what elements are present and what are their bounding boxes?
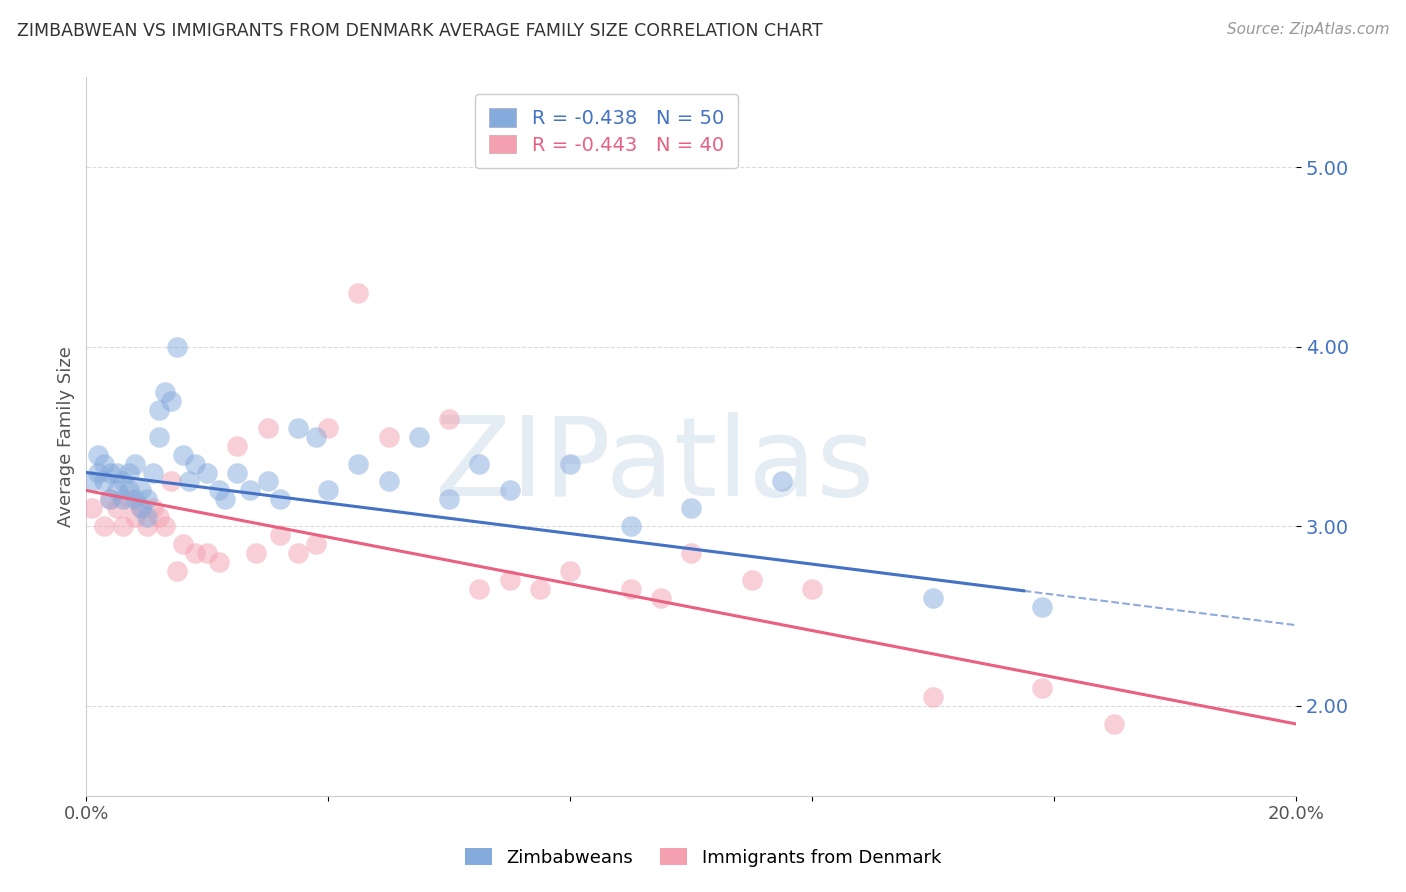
Point <box>177 475 200 489</box>
Point <box>437 492 460 507</box>
Point <box>269 528 291 542</box>
Point <box>347 285 370 300</box>
Point <box>437 411 460 425</box>
Point <box>681 501 703 516</box>
Point <box>347 457 370 471</box>
Point <box>226 439 249 453</box>
Point <box>184 457 207 471</box>
Point <box>166 564 188 578</box>
Point <box>269 492 291 507</box>
Point <box>117 466 139 480</box>
Point <box>558 564 581 578</box>
Point <box>558 457 581 471</box>
Legend: R = -0.438   N = 50, R = -0.443   N = 40: R = -0.438 N = 50, R = -0.443 N = 40 <box>475 95 738 169</box>
Point <box>681 546 703 560</box>
Point <box>770 475 793 489</box>
Point <box>184 546 207 560</box>
Point <box>148 402 170 417</box>
Point <box>195 466 218 480</box>
Text: ZIPatlas: ZIPatlas <box>436 412 875 519</box>
Point <box>408 429 430 443</box>
Point <box>1104 717 1126 731</box>
Point <box>166 340 188 354</box>
Point <box>316 420 339 434</box>
Point <box>498 574 520 588</box>
Point <box>82 501 104 516</box>
Point <box>135 519 157 533</box>
Point <box>100 466 122 480</box>
Point <box>377 429 399 443</box>
Text: ZIMBABWEAN VS IMMIGRANTS FROM DENMARK AVERAGE FAMILY SIZE CORRELATION CHART: ZIMBABWEAN VS IMMIGRANTS FROM DENMARK AV… <box>17 22 823 40</box>
Point <box>245 546 267 560</box>
Point <box>135 510 157 524</box>
Point <box>117 483 139 498</box>
Point <box>256 475 278 489</box>
Point <box>620 519 643 533</box>
Point <box>1031 681 1053 695</box>
Point <box>153 519 176 533</box>
Point <box>172 537 194 551</box>
Point <box>93 519 115 533</box>
Point <box>922 690 945 704</box>
Point <box>1031 600 1053 615</box>
Y-axis label: Average Family Size: Average Family Size <box>58 346 75 527</box>
Point <box>129 501 152 516</box>
Point <box>256 420 278 434</box>
Point <box>801 582 824 597</box>
Point <box>316 483 339 498</box>
Point <box>172 448 194 462</box>
Point <box>105 483 128 498</box>
Point <box>377 475 399 489</box>
Point <box>129 483 152 498</box>
Point <box>124 492 146 507</box>
Point <box>124 457 146 471</box>
Point <box>117 492 139 507</box>
Point <box>111 492 134 507</box>
Point <box>148 510 170 524</box>
Point <box>87 448 110 462</box>
Point <box>153 384 176 399</box>
Point <box>111 519 134 533</box>
Point <box>226 466 249 480</box>
Point <box>287 546 309 560</box>
Point <box>287 420 309 434</box>
Point <box>105 466 128 480</box>
Point <box>741 574 763 588</box>
Point <box>100 492 122 507</box>
Point <box>529 582 551 597</box>
Point <box>208 555 231 569</box>
Point <box>650 591 672 606</box>
Point <box>498 483 520 498</box>
Point <box>305 537 328 551</box>
Point <box>93 475 115 489</box>
Point <box>105 501 128 516</box>
Point <box>468 457 491 471</box>
Point <box>239 483 262 498</box>
Point <box>135 492 157 507</box>
Point <box>87 466 110 480</box>
Point <box>111 475 134 489</box>
Point <box>160 475 183 489</box>
Point <box>142 466 165 480</box>
Point <box>93 457 115 471</box>
Point <box>100 492 122 507</box>
Point <box>124 510 146 524</box>
Point <box>160 393 183 408</box>
Point <box>214 492 236 507</box>
Point <box>142 501 165 516</box>
Point <box>468 582 491 597</box>
Text: Source: ZipAtlas.com: Source: ZipAtlas.com <box>1226 22 1389 37</box>
Point <box>82 475 104 489</box>
Point <box>305 429 328 443</box>
Legend: Zimbabweans, Immigrants from Denmark: Zimbabweans, Immigrants from Denmark <box>457 841 949 874</box>
Point <box>129 501 152 516</box>
Point <box>195 546 218 560</box>
Point <box>620 582 643 597</box>
Point <box>208 483 231 498</box>
Point <box>922 591 945 606</box>
Point <box>148 429 170 443</box>
